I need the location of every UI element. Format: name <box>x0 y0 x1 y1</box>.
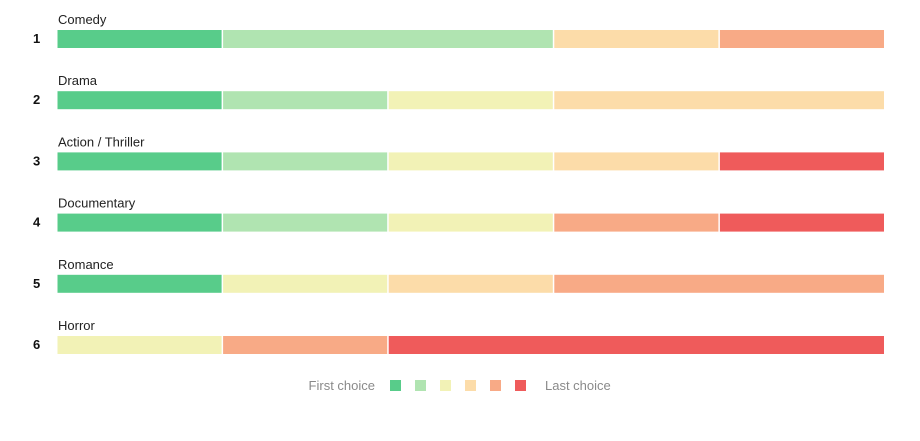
bar-segment <box>57 152 222 171</box>
bar-segment <box>223 152 388 171</box>
bar-segment <box>388 274 553 293</box>
legend-swatch <box>490 380 501 391</box>
row-rank: 6 <box>33 337 40 352</box>
bar-segment <box>388 213 553 232</box>
chart-legend: First choice Last choice <box>309 378 611 393</box>
bar-segment <box>719 152 884 171</box>
bar-segment <box>223 274 388 293</box>
row-label: Drama <box>58 73 98 88</box>
bar-segment <box>388 91 553 110</box>
legend-swatch <box>515 380 526 391</box>
legend-first-choice-label: First choice <box>309 378 375 393</box>
bar-segment <box>388 152 553 171</box>
bar-segment <box>223 91 388 110</box>
bar-segment <box>554 274 884 293</box>
chart-row: 3 Action / Thriller <box>33 134 884 171</box>
bar-segment <box>554 152 719 171</box>
row-label: Romance <box>58 257 114 272</box>
legend-swatches <box>390 380 526 391</box>
bar-segment <box>57 91 222 110</box>
bar-segment <box>57 30 222 48</box>
chart-row: 1 Comedy <box>33 12 884 48</box>
chart-row: 6 Horror <box>33 318 884 354</box>
row-rank: 1 <box>33 31 40 46</box>
legend-last-choice-label: Last choice <box>545 378 611 393</box>
legend-swatch <box>390 380 401 391</box>
row-label: Action / Thriller <box>58 134 145 149</box>
bar-segment <box>57 336 222 354</box>
row-rank: 3 <box>33 153 40 168</box>
legend-swatch <box>440 380 451 391</box>
bar-segment <box>554 91 884 110</box>
row-label: Horror <box>58 318 96 333</box>
row-label: Comedy <box>58 12 107 27</box>
bar-segment <box>223 213 388 232</box>
chart-rows: 1 Comedy 2 Drama 3 Action / Thriller 4 Document… <box>33 12 884 354</box>
chart-row: 4 Documentary <box>33 196 884 232</box>
row-rank: 4 <box>33 215 41 230</box>
bar-segment <box>554 213 719 232</box>
bar-segment <box>719 213 884 232</box>
bar-segment <box>554 30 719 48</box>
bar-segment <box>223 30 553 48</box>
chart-row: 2 Drama <box>33 73 884 110</box>
bar-segment <box>57 274 222 293</box>
legend-swatch <box>415 380 426 391</box>
row-label: Documentary <box>58 196 136 211</box>
bar-segment <box>223 336 388 354</box>
row-rank: 2 <box>33 92 40 107</box>
chart-row: 5 Romance <box>33 257 884 293</box>
legend-swatch <box>465 380 476 391</box>
row-rank: 5 <box>33 276 40 291</box>
bar-segment <box>57 213 222 232</box>
bar-segment <box>719 30 884 48</box>
bar-segment <box>388 336 884 354</box>
